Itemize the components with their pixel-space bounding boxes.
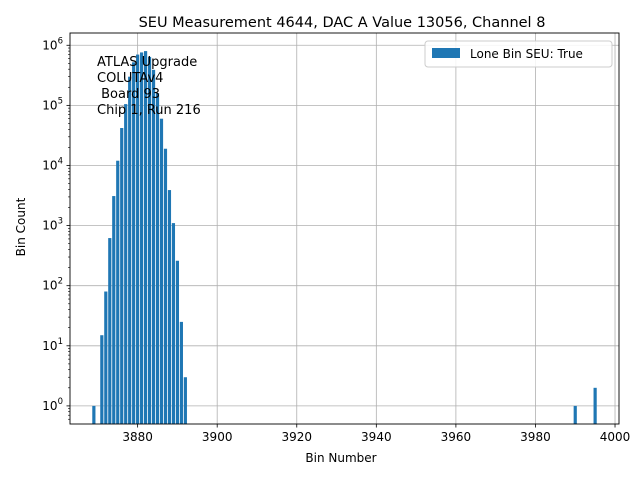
bar — [100, 335, 104, 424]
y-tick-label: 100 — [42, 397, 63, 413]
y-tick-label: 102 — [42, 277, 63, 293]
bar — [104, 291, 108, 424]
bar — [108, 238, 112, 424]
y-axis-ticks: 100 101 102 103 104 105 106 — [42, 36, 70, 420]
bar — [124, 104, 128, 424]
bar — [183, 377, 187, 424]
x-tick-label: 3960 — [441, 430, 472, 444]
legend-label: Lone Bin SEU: True — [470, 47, 583, 61]
bar — [163, 148, 168, 424]
bar — [155, 93, 160, 424]
annotation-text: ATLAS Upgrade COLUTAv4 Board 93 Chip 1, … — [97, 55, 201, 118]
bar — [175, 260, 180, 424]
x-tick-label: 3980 — [520, 430, 551, 444]
bar — [120, 128, 124, 424]
bar — [132, 62, 136, 425]
annotation-line-4: Chip 1, Run 216 — [97, 103, 201, 118]
bar — [143, 51, 148, 424]
x-axis-label: Bin Number — [305, 451, 376, 465]
bars — [92, 51, 597, 425]
chart-title: SEU Measurement 4644, DAC A Value 13056,… — [139, 15, 546, 31]
x-axis-ticks: 3880 3900 3920 3940 3960 3980 4000 — [122, 424, 630, 444]
x-tick-label: 3940 — [361, 430, 392, 444]
x-tick-label: 3900 — [202, 430, 233, 444]
bar — [179, 321, 183, 424]
bar — [136, 54, 140, 424]
bar — [112, 196, 116, 424]
y-tick-label: 101 — [42, 337, 63, 353]
y-tick-label: 104 — [42, 156, 63, 172]
x-tick-label: 4000 — [600, 430, 631, 444]
y-axis-label: Bin Count — [14, 197, 28, 256]
y-tick-label: 105 — [42, 96, 63, 112]
bar — [167, 190, 172, 424]
bar — [147, 56, 152, 424]
bar — [151, 69, 156, 424]
bar — [128, 76, 132, 425]
annotation-line-1: ATLAS Upgrade — [97, 55, 197, 70]
annotation-line-3: Board 93 — [97, 87, 160, 102]
bar — [140, 52, 144, 424]
legend: Lone Bin SEU: True — [424, 40, 613, 68]
x-tick-label: 3880 — [122, 430, 153, 444]
bar — [593, 387, 597, 424]
legend-box — [424, 40, 613, 68]
x-tick-label: 3920 — [281, 430, 312, 444]
bar — [171, 223, 176, 424]
bar — [573, 405, 577, 424]
y-tick-label: 106 — [42, 36, 63, 52]
bar — [116, 160, 120, 424]
y-tick-label: 103 — [42, 217, 63, 233]
legend-swatch — [432, 48, 460, 58]
bar — [159, 118, 164, 424]
annotation-line-2: COLUTAv4 — [97, 71, 163, 86]
bar — [92, 405, 96, 424]
